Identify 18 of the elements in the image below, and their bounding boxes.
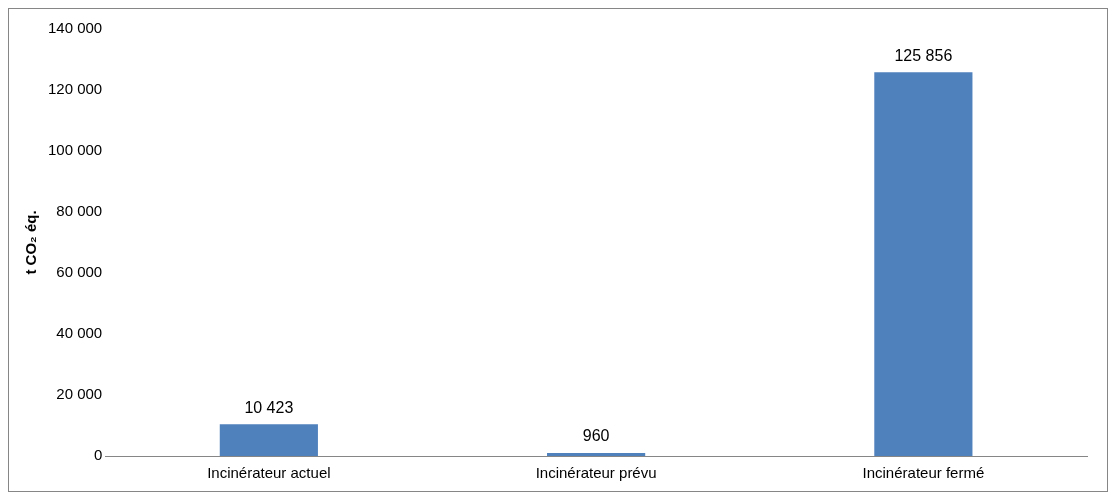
y-tick-label: 140 000 <box>47 19 103 37</box>
y-tick-label: 0 <box>93 446 103 464</box>
bar <box>874 72 973 456</box>
y-tick-label: 100 000 <box>47 141 103 159</box>
y-tick-label: 120 000 <box>47 80 103 98</box>
data-label: 125 856 <box>894 46 953 64</box>
x-tick-label: Incinérateur actuel <box>207 464 331 482</box>
x-tick-label: Incinérateur prévu <box>535 464 657 482</box>
data-label: 10 423 <box>244 398 294 416</box>
y-tick-label: 80 000 <box>56 202 103 220</box>
y-tick-label: 40 000 <box>56 324 103 342</box>
y-tick-label: 60 000 <box>56 263 103 281</box>
x-tick-label: Incinérateur fermé <box>862 464 985 482</box>
y-tick-label: 20 000 <box>56 385 103 403</box>
data-label: 960 <box>582 427 610 445</box>
bar <box>547 453 646 456</box>
bar <box>219 424 318 456</box>
y-axis-title: t CO₂ éq. <box>22 210 40 275</box>
